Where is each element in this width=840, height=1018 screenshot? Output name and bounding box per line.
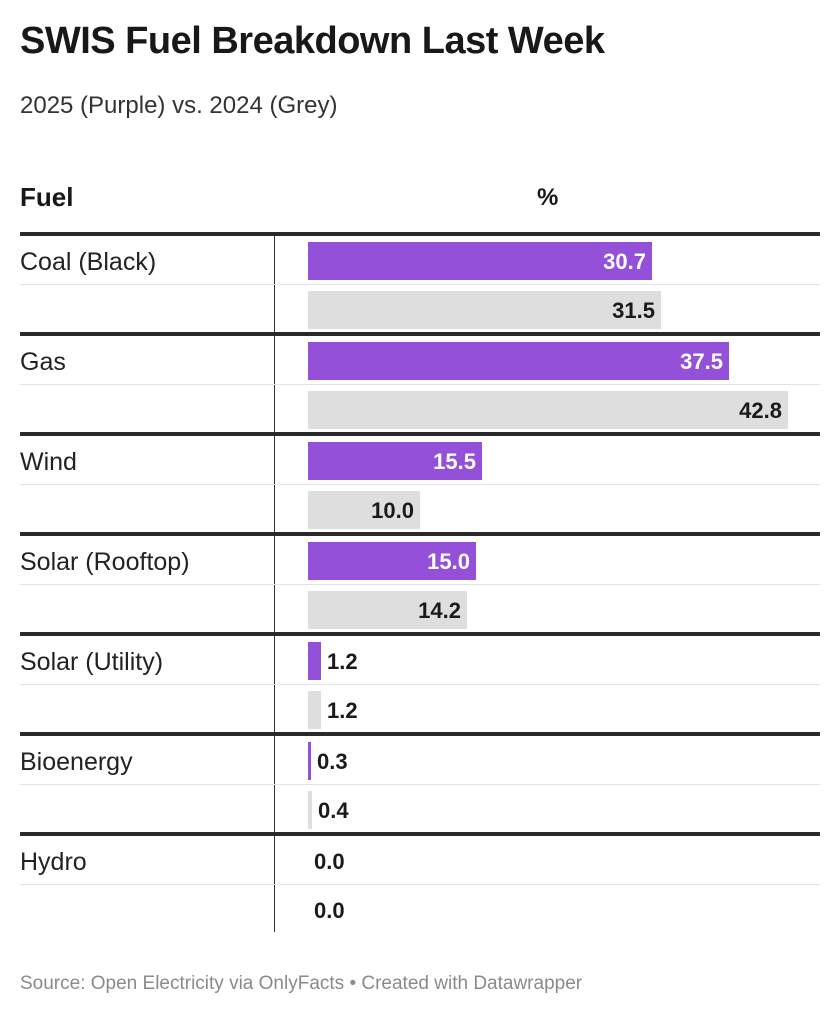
fuel-group: Coal (Black) 30.7 31.5: [20, 232, 820, 332]
bar-y2024: [308, 291, 661, 329]
table-row: 0.4: [20, 784, 820, 833]
chart-subtitle: 2025 (Purple) vs. 2024 (Grey): [20, 92, 338, 119]
bar-y2025: [308, 442, 482, 480]
data-label: 37.5: [680, 349, 723, 374]
data-label: 0.4: [318, 798, 349, 823]
table-row: 1.2: [20, 684, 820, 733]
table-row: 42.8: [20, 384, 820, 433]
bar-y2024: [308, 791, 312, 829]
table-row: Coal (Black) 30.7: [20, 236, 820, 284]
fuel-label: Hydro: [20, 848, 87, 876]
data-label: 31.5: [612, 298, 655, 323]
bar-y2024: [308, 391, 788, 429]
fuel-table: Coal (Black) 30.7 31.5 Gas 37.5 42.8 Wind 15.5 1…: [20, 232, 820, 932]
fuel-group: Bioenergy 0.3 0.4: [20, 732, 820, 832]
data-label: 30.7: [603, 249, 646, 274]
data-label: 15.0: [427, 549, 470, 574]
table-row: Solar (Utility) 1.2: [20, 636, 820, 684]
table-row: 31.5: [20, 284, 820, 333]
fuel-group: Gas 37.5 42.8: [20, 332, 820, 432]
data-label: 42.8: [739, 398, 782, 423]
table-row: 10.0: [20, 484, 820, 533]
data-label: 0.3: [317, 749, 348, 774]
table-row: 14.2: [20, 584, 820, 633]
chart-title: SWIS Fuel Breakdown Last Week: [20, 20, 605, 62]
bar-y2025: [308, 242, 652, 280]
fuel-group: Solar (Rooftop) 15.0 14.2: [20, 532, 820, 632]
table-row: Wind 15.5: [20, 436, 820, 484]
bar-y2024: [308, 491, 420, 529]
fuel-label: Solar (Rooftop): [20, 548, 190, 576]
bar-y2025: [308, 542, 476, 580]
fuel-label: Wind: [20, 448, 77, 476]
data-label: 15.5: [433, 449, 476, 474]
table-row: Gas 37.5: [20, 336, 820, 384]
table-row: Hydro 0.0: [20, 836, 820, 884]
column-header-fuel: Fuel: [20, 182, 74, 212]
data-label: 1.2: [327, 649, 358, 674]
data-label: 1.2: [327, 698, 358, 723]
fuel-label: Bioenergy: [20, 748, 133, 776]
fuel-group: Hydro 0.0 0.0: [20, 832, 820, 932]
bar-y2025: [308, 342, 729, 380]
data-label: 14.2: [418, 598, 461, 623]
table-row: Bioenergy 0.3: [20, 736, 820, 784]
bar-y2025: [308, 742, 311, 780]
fuel-label: Solar (Utility): [20, 648, 164, 676]
bar-y2024: [308, 591, 467, 629]
data-label: 10.0: [371, 498, 414, 523]
bar-y2025: [308, 642, 321, 680]
fuel-label: Gas: [20, 348, 66, 376]
bar-y2024: [308, 691, 321, 729]
source-footer: Source: Open Electricity via OnlyFacts •…: [20, 973, 583, 994]
fuel-label: Coal (Black): [20, 248, 157, 276]
data-label: 0.0: [314, 898, 345, 923]
column-header-percent: %: [537, 184, 559, 211]
table-row: Solar (Rooftop) 15.0: [20, 536, 820, 584]
table-row: 0.0: [20, 884, 820, 933]
fuel-group: Solar (Utility) 1.2 1.2: [20, 632, 820, 732]
data-label: 0.0: [314, 849, 345, 874]
fuel-group: Wind 15.5 10.0: [20, 432, 820, 532]
